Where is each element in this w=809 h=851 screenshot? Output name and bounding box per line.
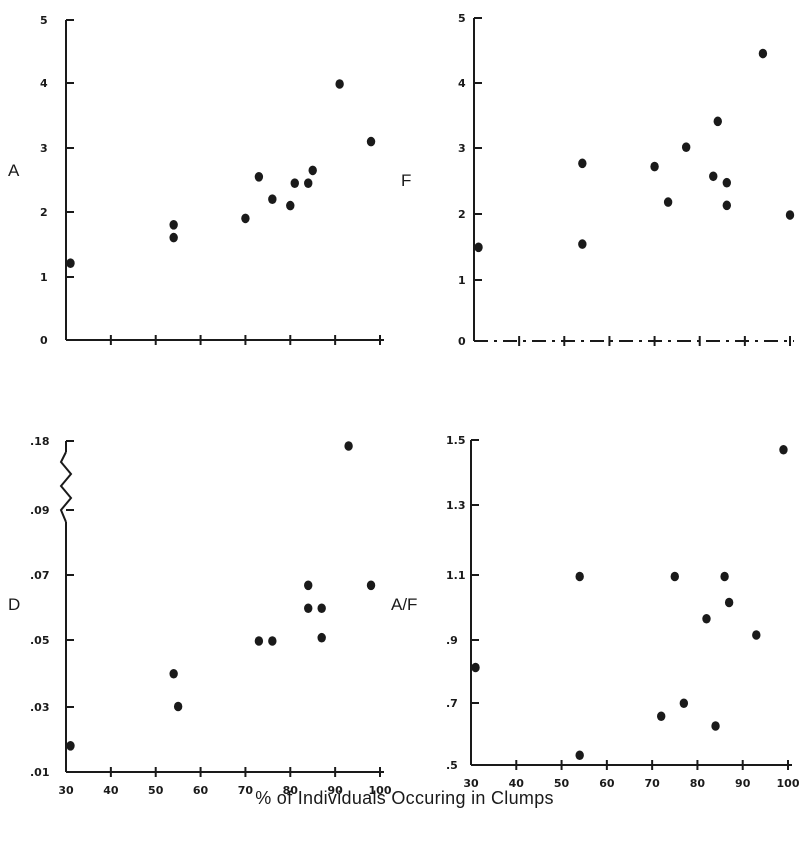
y-tick-label: .07 bbox=[30, 569, 50, 582]
data-point bbox=[308, 165, 317, 176]
data-point bbox=[304, 580, 313, 591]
y-axis-label: A bbox=[8, 161, 20, 180]
y-tick-label: 3 bbox=[40, 142, 48, 155]
y-tick-label: 3 bbox=[458, 142, 466, 155]
y-tick-label: 1.3 bbox=[446, 499, 466, 512]
axis-break-zigzag bbox=[59, 451, 73, 523]
data-point bbox=[317, 603, 326, 614]
panel-a: 0 1 2 3 4 5 A bbox=[8, 14, 384, 347]
data-point bbox=[657, 711, 666, 722]
x-tick-label: 70 bbox=[644, 777, 660, 790]
x-tick-label: 70 bbox=[238, 784, 254, 797]
y-tick-label: .9 bbox=[446, 634, 458, 647]
data-point bbox=[711, 721, 720, 731]
data-point bbox=[720, 571, 729, 582]
data-point bbox=[66, 258, 75, 269]
x-axis-label: % of Individuals Occuring in Clumps bbox=[255, 788, 554, 808]
data-point bbox=[702, 613, 711, 624]
data-point bbox=[268, 636, 277, 646]
data-point bbox=[779, 444, 788, 455]
y-tick-label: .7 bbox=[446, 697, 458, 710]
y-tick-label: 1.5 bbox=[446, 434, 466, 447]
data-point bbox=[169, 232, 178, 243]
data-point bbox=[722, 177, 731, 188]
y-tick-label: 5 bbox=[458, 12, 466, 25]
data-point bbox=[578, 239, 587, 249]
y-tick-label: .05 bbox=[30, 634, 50, 647]
x-tick-label: 30 bbox=[463, 777, 479, 790]
y-tick-label: 0 bbox=[458, 335, 466, 348]
x-tick-label: 80 bbox=[283, 784, 299, 797]
y-tick-label: 4 bbox=[458, 77, 466, 90]
data-point bbox=[679, 698, 689, 709]
y-axis-label: A/F bbox=[391, 595, 417, 614]
data-point bbox=[474, 242, 483, 253]
y-tick-label: 2 bbox=[40, 206, 48, 219]
panel-f: 0 1 2 3 4 5 F bbox=[401, 12, 795, 348]
data-point bbox=[286, 200, 295, 211]
y-tick-label: .09 bbox=[30, 504, 50, 517]
data-point bbox=[169, 668, 178, 679]
data-point bbox=[304, 178, 313, 188]
y-tick-label: .03 bbox=[30, 701, 50, 714]
x-tick-label: 90 bbox=[735, 777, 751, 790]
y-tick-label: .18 bbox=[30, 435, 50, 448]
data-point bbox=[366, 580, 376, 591]
data-point bbox=[241, 213, 250, 224]
x-tick-label: 90 bbox=[327, 784, 343, 797]
data-point bbox=[785, 210, 795, 220]
data-point bbox=[335, 79, 344, 89]
y-tick-label: 0 bbox=[40, 334, 48, 347]
data-point bbox=[169, 220, 178, 230]
x-tick-label: 60 bbox=[193, 784, 209, 797]
x-tick-label: 40 bbox=[509, 777, 525, 790]
y-tick-label: 5 bbox=[40, 14, 48, 27]
x-tick-label: 60 bbox=[599, 777, 615, 790]
data-point bbox=[254, 172, 264, 182]
data-point bbox=[575, 750, 584, 761]
data-point bbox=[290, 178, 299, 188]
data-point bbox=[724, 597, 734, 608]
data-point bbox=[254, 636, 264, 646]
data-point bbox=[670, 571, 679, 582]
y-axis-label: D bbox=[8, 595, 20, 614]
y-tick-label: 2 bbox=[458, 208, 466, 221]
data-point bbox=[578, 158, 587, 169]
x-tick-label: 100 bbox=[777, 777, 800, 790]
data-point bbox=[575, 571, 584, 582]
data-point bbox=[268, 194, 277, 204]
data-point bbox=[173, 701, 183, 712]
y-tick-label: 1 bbox=[40, 271, 48, 284]
data-point bbox=[317, 632, 326, 643]
x-tick-label: 40 bbox=[103, 784, 119, 797]
data-point bbox=[650, 161, 659, 172]
x-tick-label: 50 bbox=[554, 777, 570, 790]
data-point bbox=[681, 142, 691, 152]
data-point bbox=[752, 630, 761, 640]
data-point bbox=[758, 48, 768, 59]
y-tick-label: .01 bbox=[30, 766, 50, 779]
data-point bbox=[722, 200, 731, 211]
y-tick-label: .5 bbox=[446, 759, 458, 772]
y-tick-label: 4 bbox=[40, 77, 48, 90]
data-point bbox=[344, 441, 353, 451]
x-tick-label: 50 bbox=[148, 784, 164, 797]
data-point bbox=[713, 116, 722, 127]
x-tick-label: 30 bbox=[58, 784, 74, 797]
data-point bbox=[366, 136, 376, 147]
panel-af: 30 40 50 60 70 80 90 100 .5 .7 .9 1.1 1.3 1.5 A/F bbox=[391, 434, 800, 790]
y-tick-label: 1 bbox=[458, 274, 466, 287]
data-point bbox=[304, 603, 313, 614]
panel-d: 30 40 50 60 70 80 90 100 .01 .03 .05 .07 .09 .18 D bbox=[8, 435, 392, 797]
y-tick-label: 1.1 bbox=[446, 569, 466, 582]
data-point bbox=[709, 171, 718, 182]
data-point bbox=[663, 197, 673, 207]
data-point bbox=[66, 741, 75, 751]
x-tick-label: 100 bbox=[369, 784, 392, 797]
y-axis-label: F bbox=[401, 171, 411, 190]
data-point bbox=[471, 662, 480, 673]
x-tick-label: 80 bbox=[690, 777, 706, 790]
